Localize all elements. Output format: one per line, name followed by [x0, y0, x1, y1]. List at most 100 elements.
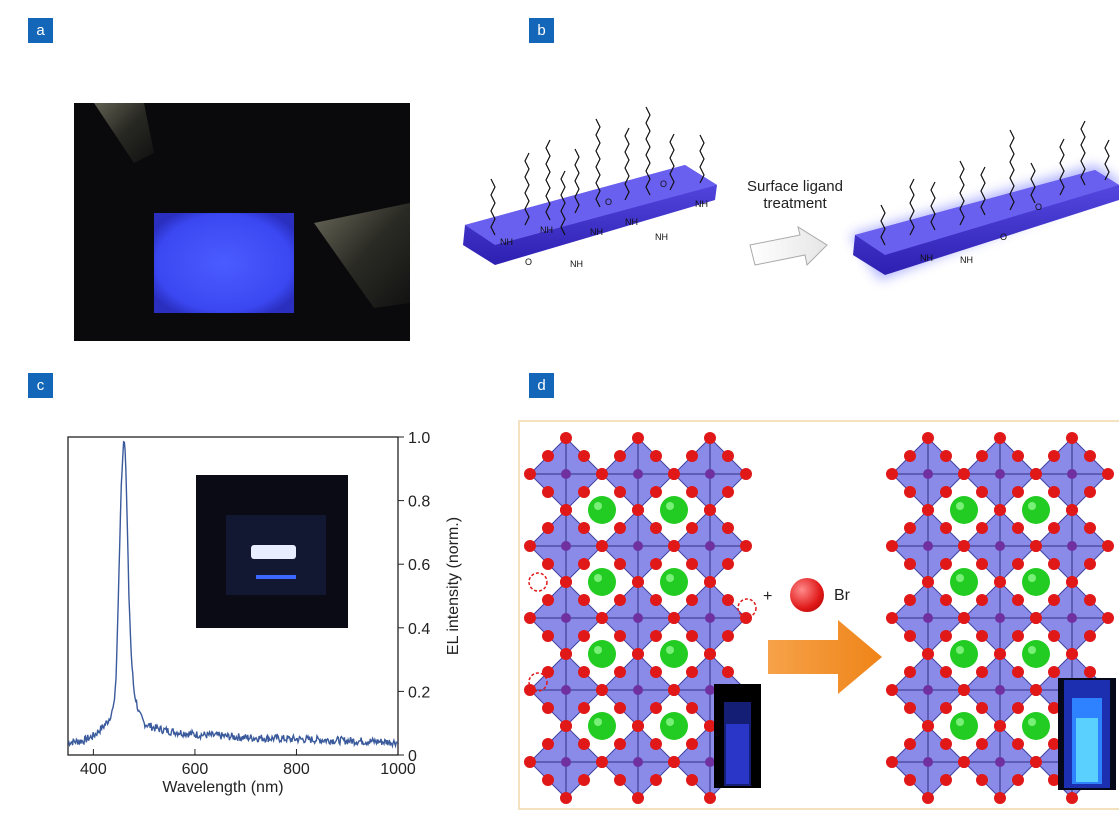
metal-site [995, 685, 1005, 695]
halide-ion [1066, 648, 1078, 660]
metal-site [561, 541, 571, 551]
y-tick-label: 1.0 [408, 430, 430, 447]
halide-ion [1048, 738, 1060, 750]
arrow-caption-line2: treatment [763, 195, 827, 212]
halide-ion [560, 720, 572, 732]
halide-ion [904, 522, 916, 534]
ligand-chains [490, 106, 1110, 246]
halide-ion [904, 450, 916, 462]
halide-ion [904, 702, 916, 714]
halide-ion [524, 612, 536, 624]
halide-ion [578, 702, 590, 714]
halide-ion [976, 486, 988, 498]
halide-ion [904, 630, 916, 642]
halide-ion [940, 738, 952, 750]
a-site-cation [588, 640, 616, 668]
halide-ion [560, 432, 572, 444]
x-tick-label: 1000 [380, 761, 416, 778]
a-site-cation [950, 568, 978, 596]
halide-ion [958, 684, 970, 696]
svg-text:NH: NH [960, 255, 973, 265]
halide-ion [632, 648, 644, 660]
halide-ion [722, 666, 734, 678]
halide-ion [650, 450, 662, 462]
svg-text:NH: NH [655, 232, 668, 242]
halide-ion [542, 450, 554, 462]
halide-ion [668, 684, 680, 696]
halide-ion [1066, 576, 1078, 588]
metal-site [1067, 613, 1077, 623]
halide-ion [922, 432, 934, 444]
halide-ion [686, 558, 698, 570]
svg-text:NH: NH [540, 225, 553, 235]
metal-site [561, 685, 571, 695]
metal-site [561, 613, 571, 623]
transformation-arrow [768, 620, 882, 694]
crystal-panel-frame [518, 420, 1119, 810]
halide-ion [722, 594, 734, 606]
halide-ion [1048, 666, 1060, 678]
process-arrow [749, 225, 828, 267]
halide-ion [976, 450, 988, 462]
metal-site [1067, 541, 1077, 551]
halide-ion [1084, 558, 1096, 570]
halide-ion [542, 630, 554, 642]
a-site-cation [950, 712, 978, 740]
a-site-cation [1022, 640, 1050, 668]
halide-ion [976, 666, 988, 678]
treated-nanoplatelet [850, 165, 1119, 280]
a-site-cation [1022, 568, 1050, 596]
svg-text:NH: NH [695, 199, 708, 209]
metal-site [923, 541, 933, 551]
bromide-label: Br [834, 587, 850, 604]
halide-ion [940, 594, 952, 606]
halide-ion [976, 702, 988, 714]
metal-site [705, 613, 715, 623]
halide-ion [940, 450, 952, 462]
metal-site [705, 685, 715, 695]
led-emission-area [154, 213, 294, 313]
halide-ion [614, 702, 626, 714]
svg-text:NH: NH [625, 217, 638, 227]
halide-ion [632, 504, 644, 516]
halide-ion [1012, 486, 1024, 498]
y-tick-label: 0.6 [408, 557, 430, 574]
halide-ion [578, 666, 590, 678]
halide-ion [1030, 468, 1042, 480]
halide-ion [994, 792, 1006, 804]
halide-ion [632, 576, 644, 588]
metal-site [1067, 469, 1077, 479]
halide-ion [578, 450, 590, 462]
svg-text:O: O [605, 197, 612, 207]
halide-ion [524, 468, 536, 480]
halide-ion [940, 666, 952, 678]
halide-ion [1012, 522, 1024, 534]
halide-ion [704, 504, 716, 516]
svg-text:O: O [1035, 202, 1042, 212]
arrow-caption-line1: Surface ligand [747, 178, 843, 195]
halide-ion [686, 594, 698, 606]
halide-ion [614, 486, 626, 498]
halide-ion [1084, 486, 1096, 498]
halide-ion [994, 432, 1006, 444]
a-site-cation [1022, 496, 1050, 524]
halide-ion [976, 630, 988, 642]
halide-ion [542, 774, 554, 786]
svg-text:NH: NH [500, 237, 513, 247]
halide-ion [1048, 774, 1060, 786]
halide-ion [1084, 522, 1096, 534]
halide-ion [976, 774, 988, 786]
a-site-cation [660, 712, 688, 740]
metal-site [923, 613, 933, 623]
svg-text:O: O [1000, 232, 1007, 242]
halide-ion [650, 630, 662, 642]
halide-ion [904, 486, 916, 498]
untreated-nanoplatelet [463, 165, 717, 265]
halide-ion [560, 504, 572, 516]
a-site-cation [588, 712, 616, 740]
halide-ion [1048, 630, 1060, 642]
svg-text:NH: NH [920, 253, 933, 263]
halide-ion [1012, 702, 1024, 714]
inset-emission [251, 545, 296, 559]
halide-ion [1048, 450, 1060, 462]
